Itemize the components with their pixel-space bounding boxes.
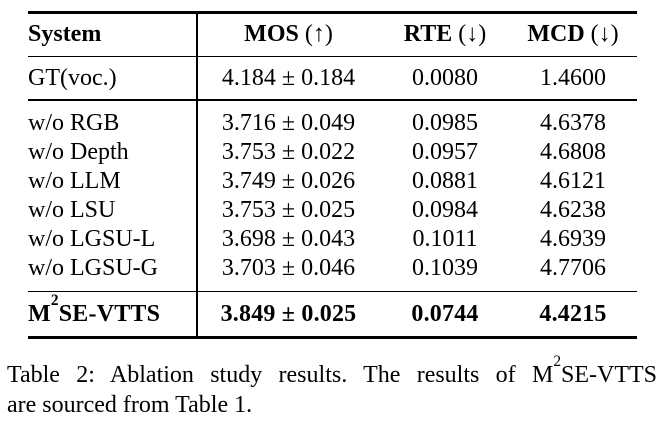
- cell-mcd: 1.4600: [540, 64, 606, 91]
- column-header-mos: MOS (↑): [196, 21, 381, 48]
- cell-rte: 0.0080: [412, 64, 478, 91]
- cell-mos: 3.698 ± 0.043: [221, 225, 356, 252]
- table-top-rule: [28, 11, 637, 14]
- up-arrow-indicator: (↑): [304, 21, 333, 48]
- ablation-results-table: System MOS (↑) RTE (↓) MCD (↓) GT(voc.) 4.1…: [28, 11, 637, 339]
- cell-mcd: 4.6939: [540, 225, 606, 252]
- model-name-rest: SE-VTTS: [58, 300, 161, 327]
- cell-system: GT(voc.): [28, 64, 117, 91]
- table-row: w/o LGSU-G 3.703 ± 0.046 0.1039 4.7706: [28, 254, 637, 283]
- down-arrow-indicator: (↓): [590, 21, 619, 48]
- column-header-system: System: [28, 21, 196, 48]
- caption-line-2: are sourced from Table 1.: [7, 392, 253, 418]
- cell-system: w/o RGB: [28, 109, 120, 136]
- cell-mcd: 4.6378: [540, 109, 606, 136]
- cell-system: w/o LGSU-G: [28, 254, 158, 281]
- table-header-row: System MOS (↑) RTE (↓) MCD (↓): [28, 14, 637, 56]
- cell-mcd: 4.4215: [539, 300, 607, 327]
- table-row: w/o LGSU-L 3.698 ± 0.043 0.1011 4.6939: [28, 225, 637, 254]
- cell-rte: 0.0881: [412, 167, 478, 194]
- table-midrule-2: [28, 99, 637, 101]
- cell-system: w/o Depth: [28, 138, 129, 165]
- header-rte-label: RTE: [403, 21, 453, 48]
- cell-mos: 4.184 ± 0.184: [221, 64, 356, 91]
- table-midrule-3: [28, 290, 637, 293]
- cell-mcd: 4.6121: [540, 167, 606, 194]
- cell-system: w/o LGSU-L: [28, 225, 156, 252]
- header-system-label: System: [28, 21, 102, 48]
- table-row-proposed-model: M2SE-VTTS 3.849 ± 0.025 0.0744 4.4215: [28, 292, 637, 336]
- cell-system: w/o LLM: [28, 167, 121, 194]
- table-bottom-rule: [28, 336, 637, 339]
- table-row: w/o LSU 3.753 ± 0.025 0.0984 4.6238: [28, 196, 637, 225]
- table-row-gt: GT(voc.) 4.184 ± 0.184 0.0080 1.4600: [28, 57, 637, 99]
- header-mcd-label: MCD: [527, 21, 585, 48]
- cell-mos: 3.716 ± 0.049: [221, 109, 356, 136]
- table-row: w/o Depth 3.753 ± 0.022 0.0957 4.6808: [28, 138, 637, 167]
- caption-text-part2: SE-VTTS: [561, 362, 657, 388]
- header-mos-label: MOS: [244, 21, 299, 48]
- table-vertical-rule: [196, 13, 198, 336]
- table-row: w/o RGB 3.716 ± 0.049 0.0985 4.6378: [28, 109, 637, 138]
- cell-mos: 3.753 ± 0.022: [221, 138, 356, 165]
- table-midrule-1: [28, 55, 637, 58]
- cell-rte: 0.0984: [412, 196, 478, 223]
- cell-mos: 3.753 ± 0.025: [221, 196, 356, 223]
- table-caption: Table 2: Ablation study results. The res…: [7, 354, 657, 420]
- caption-text-part1: Table 2: Ablation study results. The res…: [7, 362, 554, 388]
- cell-mcd: 4.6808: [540, 138, 606, 165]
- cell-rte: 0.0744: [411, 300, 479, 327]
- cell-rte: 0.1039: [412, 254, 478, 281]
- model-name-superscript: 2: [50, 291, 59, 309]
- caption-line-1: Table 2: Ablation study results. The res…: [7, 354, 657, 390]
- cell-system: w/o LSU: [28, 196, 116, 223]
- cell-mos: 3.703 ± 0.046: [221, 254, 356, 281]
- cell-mos: 3.849 ± 0.025: [220, 300, 357, 327]
- model-name-base: M: [28, 300, 51, 327]
- column-header-mcd: MCD (↓): [509, 21, 637, 48]
- column-header-rte: RTE (↓): [381, 21, 509, 48]
- down-arrow-indicator: (↓): [458, 21, 487, 48]
- cell-mos: 3.749 ± 0.026: [221, 167, 356, 194]
- cell-rte: 0.0957: [412, 138, 478, 165]
- cell-rte: 0.1011: [412, 225, 478, 252]
- cell-mcd: 4.7706: [540, 254, 606, 281]
- cell-rte: 0.0985: [412, 109, 478, 136]
- cell-system: M2SE-VTTS: [28, 293, 196, 328]
- table-row: w/o LLM 3.749 ± 0.026 0.0881 4.6121: [28, 167, 637, 196]
- ablation-section: w/o RGB 3.716 ± 0.049 0.0985 4.6378 w/o …: [28, 101, 637, 291]
- caption-superscript: 2: [553, 353, 561, 371]
- cell-mcd: 4.6238: [540, 196, 606, 223]
